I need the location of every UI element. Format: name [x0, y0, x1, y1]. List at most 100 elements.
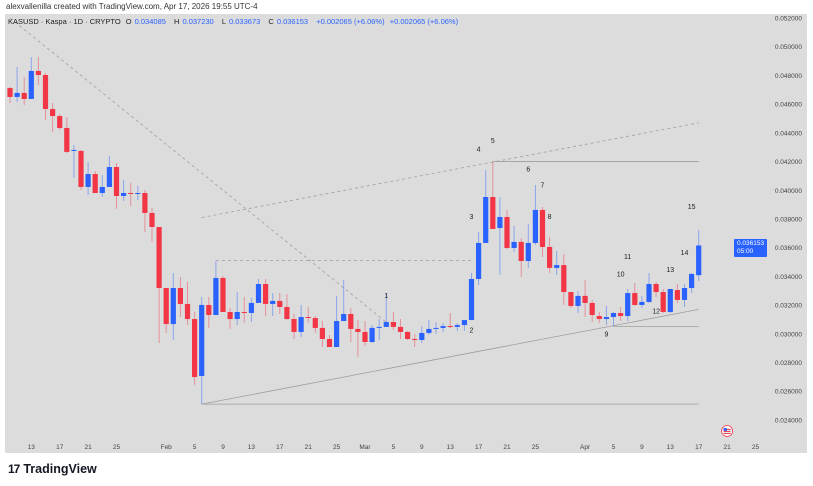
dashed-trendline[interactable] [9, 17, 387, 323]
candle [156, 227, 162, 343]
candle-body [128, 192, 134, 194]
candle-body [667, 289, 673, 312]
time-tick-label: 9 [640, 444, 644, 451]
tradingview-brand[interactable]: 17 TradingView [8, 462, 97, 476]
candle [326, 334, 333, 348]
bar-countdown: 05:00 [737, 248, 754, 255]
candle-body [596, 316, 602, 320]
candle [575, 291, 581, 313]
wave-label: 6 [526, 167, 530, 174]
candle-body [405, 331, 411, 339]
symbol-title[interactable]: KASUSD · Kaspa · 1D · CRYPTO [8, 17, 121, 26]
drawings-layer [9, 17, 699, 405]
flag-canton [723, 428, 727, 431]
candle [447, 312, 453, 328]
candle-body [113, 167, 120, 197]
candle [405, 330, 411, 340]
candle-body [632, 293, 638, 305]
candle [28, 57, 34, 99]
candle [383, 293, 389, 327]
price-tick-label: 0.036000 [775, 245, 802, 252]
candle [582, 279, 588, 318]
candle [618, 306, 624, 322]
candle-body [64, 127, 70, 152]
candle [21, 76, 27, 105]
candle [92, 171, 98, 193]
candle [291, 314, 297, 339]
candle [554, 250, 560, 275]
candle-body [192, 319, 198, 378]
candle [504, 209, 510, 249]
candle-body [625, 293, 631, 317]
time-tick-label: 21 [503, 444, 511, 451]
candle-body [277, 300, 283, 307]
price-axis[interactable]: 0.052000 0.050000 0.048000 0.046000 0.044000… [775, 16, 802, 425]
candle [660, 289, 666, 313]
candle-body [177, 288, 183, 304]
candle-body [518, 241, 524, 262]
candle-body [639, 301, 645, 305]
wave-label: 1 [384, 293, 388, 300]
candle [106, 155, 112, 187]
close-label: C [268, 17, 274, 26]
flag-stripe [723, 433, 731, 434]
wave-label: 15 [688, 204, 696, 211]
candle-body [106, 167, 112, 187]
candle [57, 114, 63, 130]
chart-credit: alexvallenilla created with TradingView.… [6, 2, 258, 11]
wave-label: 10 [617, 271, 625, 278]
candle [461, 320, 467, 331]
time-tick-label: 17 [56, 444, 64, 451]
candle-body [603, 317, 609, 320]
candle-body [539, 209, 546, 247]
candle [128, 182, 134, 207]
candle-body [234, 311, 240, 320]
candle-body [305, 317, 311, 319]
candle-body [568, 292, 574, 306]
price-tick-label: 0.038000 [775, 216, 802, 223]
candle-body [468, 278, 475, 321]
candle [369, 325, 375, 343]
candle [248, 297, 254, 323]
candle-body [440, 326, 446, 328]
candle [468, 272, 475, 321]
candle-body [21, 92, 27, 99]
candle [696, 230, 702, 282]
candle-body [454, 325, 460, 327]
price-tick-label: 0.030000 [775, 331, 802, 338]
candle [539, 207, 546, 258]
candle [220, 275, 226, 312]
candle [255, 278, 262, 303]
dashed-trendline[interactable] [201, 122, 699, 218]
candle-body [163, 288, 169, 325]
time-axis[interactable]: 13 17 21 25 Feb 5 9 13 17 21 25 Mar 5 9 13 17 21 25 Apr 5 9 1… [28, 444, 760, 451]
candles-layer [7, 57, 702, 405]
candle-body [71, 149, 77, 151]
price-tick-label: 0.034000 [775, 274, 802, 281]
candle-body [532, 209, 538, 243]
candle-body [369, 327, 375, 342]
candle [305, 306, 311, 324]
candle [625, 289, 631, 322]
candle [483, 170, 489, 243]
candle-body [92, 174, 98, 193]
candle-body [355, 328, 361, 332]
candle-body [476, 242, 482, 279]
us-flag-icon[interactable] [721, 425, 733, 437]
candle-body [696, 245, 702, 276]
tradingview-logo-icon: 17 [8, 462, 20, 476]
candle-body [334, 321, 340, 348]
candle [50, 102, 56, 132]
time-tick-label: 5 [193, 444, 197, 451]
candle [270, 293, 276, 317]
candle [412, 333, 418, 348]
candle-body [57, 116, 63, 128]
candle [476, 232, 482, 286]
candle-body [547, 246, 553, 268]
candle [376, 319, 382, 340]
candle [348, 307, 354, 342]
solid-trendline[interactable] [201, 309, 699, 405]
candle-body [206, 304, 212, 316]
wave-label: 13 [666, 267, 674, 274]
